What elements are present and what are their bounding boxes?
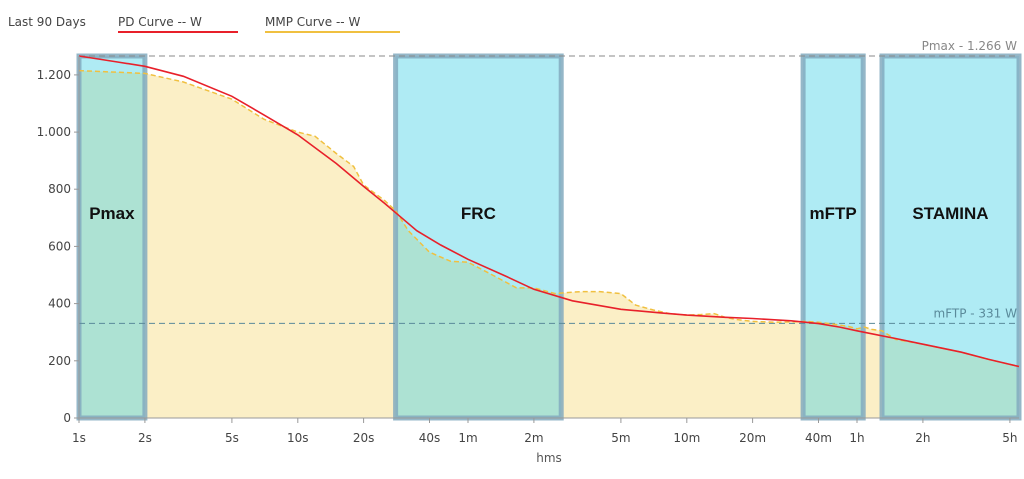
y-tick-label: 0 xyxy=(63,411,71,425)
mmp-area-fill xyxy=(79,70,1019,418)
zone-label-pmax: Pmax xyxy=(89,204,135,223)
zone-label-mftp: mFTP xyxy=(809,204,856,223)
x-axis-title: hms xyxy=(536,451,562,465)
legend-item-pd-curve[interactable]: PD Curve -- W xyxy=(118,15,238,33)
y-tick-label: 600 xyxy=(48,239,71,253)
legend-item-mmp-curve[interactable]: MMP Curve -- W xyxy=(265,15,400,33)
mmp-curve-line xyxy=(78,69,1020,368)
y-tick-label: 1.000 xyxy=(37,125,71,139)
y-tick-label: 800 xyxy=(48,182,71,196)
zone-frc xyxy=(393,53,564,421)
x-tick-label: 1m xyxy=(458,431,477,445)
y-tick-label: 200 xyxy=(48,354,71,368)
x-tick-label: 20m xyxy=(739,431,766,445)
zone-mftp xyxy=(800,53,866,421)
reference-label-1: mFTP - 331 W xyxy=(934,306,1018,320)
x-tick-label: 10s xyxy=(287,431,309,445)
y-tick-label: 1.200 xyxy=(37,68,71,82)
plot-area: Pmax FRC mFTP STAMINA Pmax - 1.266 W mFTP - 3… xyxy=(37,39,1022,465)
x-tick-label: 20s xyxy=(353,431,375,445)
zone-pmax xyxy=(76,53,148,421)
y-tick-label: 400 xyxy=(48,297,71,311)
x-tick-label: 1h xyxy=(849,431,864,445)
pd-curve-line xyxy=(78,55,1020,368)
legend-label-pd-curve: PD Curve -- W xyxy=(118,15,202,29)
x-tick-label: 2h xyxy=(915,431,930,445)
zone-label-stamina: STAMINA xyxy=(912,204,988,223)
x-tick-label: 10m xyxy=(673,431,700,445)
period-label: Last 90 Days xyxy=(8,15,86,29)
x-tick-label: 1s xyxy=(72,431,86,445)
reference-label-0: Pmax - 1.266 W xyxy=(922,39,1018,53)
x-tick-label: 2s xyxy=(138,431,152,445)
x-tick-label: 5h xyxy=(1002,431,1017,445)
x-tick-label: 5s xyxy=(225,431,239,445)
x-tick-label: 40m xyxy=(805,431,832,445)
x-tick-label: 40s xyxy=(419,431,441,445)
x-tick-label: 2m xyxy=(524,431,543,445)
zone-label-frc: FRC xyxy=(461,204,496,223)
legend-label-mmp-curve: MMP Curve -- W xyxy=(265,15,360,29)
x-tick-label: 5m xyxy=(611,431,630,445)
zone-stamina xyxy=(879,53,1022,421)
